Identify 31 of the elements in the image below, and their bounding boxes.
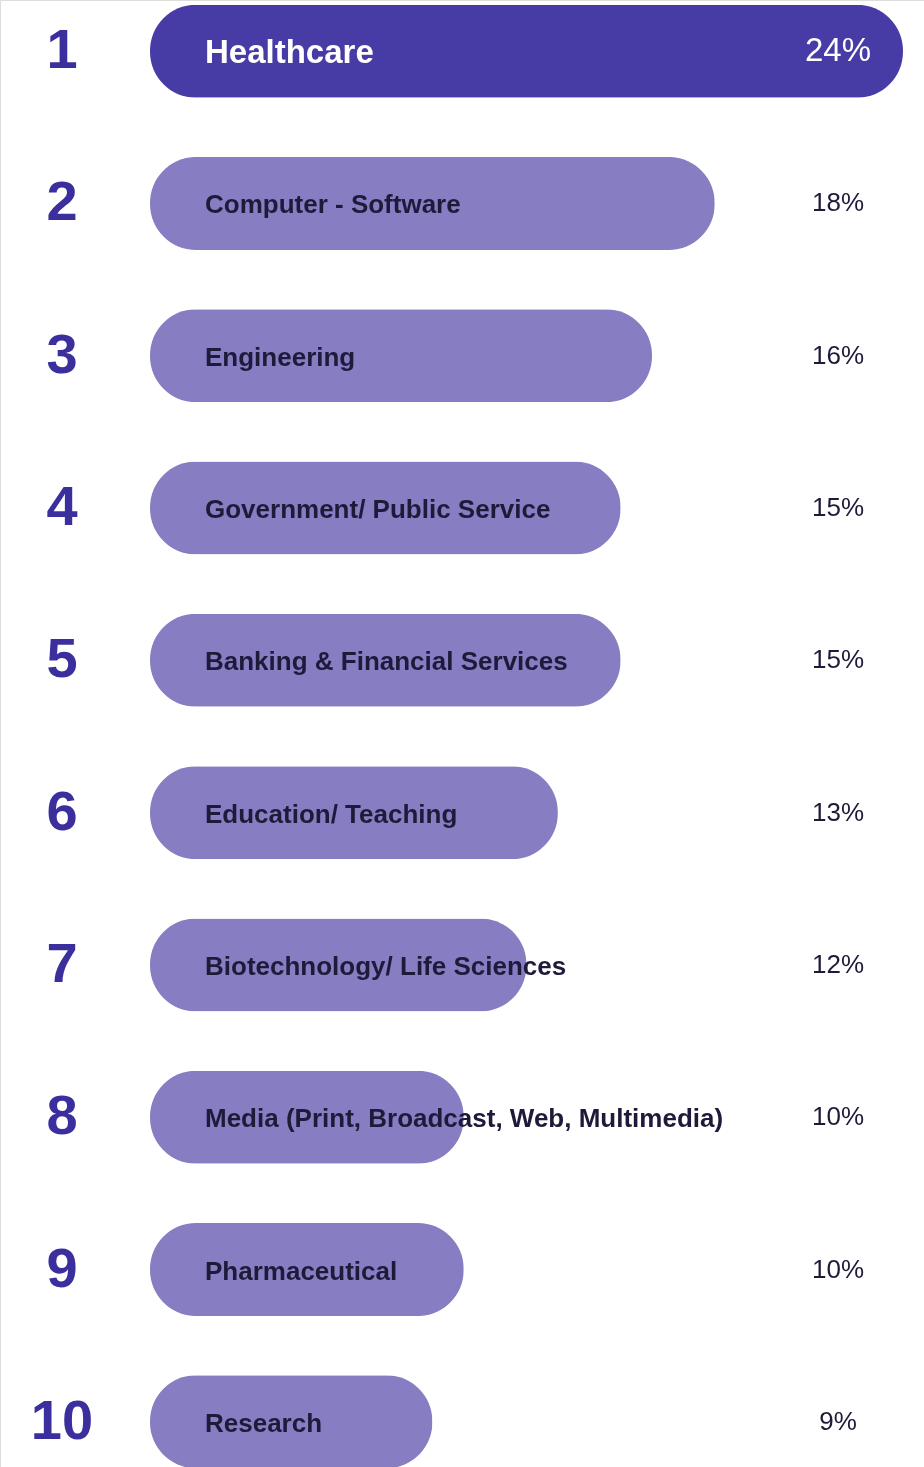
data-label: 12% bbox=[811, 948, 865, 979]
y-tick-label: Engineering bbox=[205, 341, 356, 372]
data-label: 15% bbox=[811, 492, 865, 523]
text: 4 bbox=[46, 474, 78, 538]
text: 5 bbox=[46, 626, 78, 690]
y-tick-label: Government/ Public Service bbox=[205, 494, 551, 525]
text: 9 bbox=[46, 1235, 78, 1299]
bar bbox=[150, 4, 903, 98]
data-label: 18% bbox=[811, 187, 865, 218]
bar bbox=[150, 309, 652, 403]
data-label: 16% bbox=[811, 339, 865, 370]
y-tick-label: Banking & Financial Services bbox=[205, 646, 568, 677]
y-tick-label: Pharmaceutical bbox=[205, 1255, 398, 1286]
data-label: 15% bbox=[811, 644, 865, 675]
bar bbox=[150, 156, 715, 250]
data-label: 13% bbox=[811, 796, 865, 827]
y-tick-label: Healthcare bbox=[205, 33, 374, 71]
data-label: 10% bbox=[811, 1253, 865, 1284]
text: 3 bbox=[46, 321, 78, 385]
text: 8 bbox=[46, 1083, 78, 1147]
y-tick-label: Computer - Software bbox=[205, 189, 461, 220]
y-tick-label: Education/ Teaching bbox=[205, 798, 458, 829]
text: 6 bbox=[46, 778, 78, 842]
text: 2 bbox=[46, 169, 78, 233]
text: 1 bbox=[46, 17, 78, 81]
data-label: 24% bbox=[804, 31, 872, 69]
data-label: 10% bbox=[811, 1101, 865, 1132]
text: 7 bbox=[46, 930, 78, 994]
y-tick-label: Research bbox=[205, 1407, 323, 1438]
text: 10 bbox=[30, 1387, 94, 1451]
data-label: 9% bbox=[819, 1405, 857, 1436]
